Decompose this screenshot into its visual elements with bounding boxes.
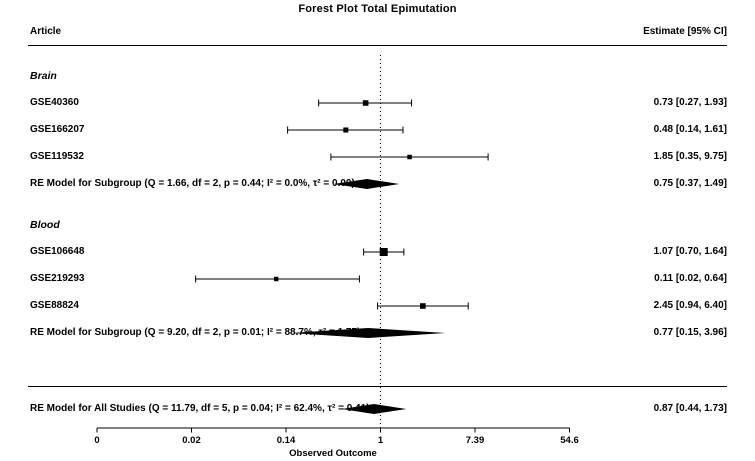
study-estimate: 1.07 [0.70, 1.64] xyxy=(653,246,727,257)
column-header-estimate: Estimate [95% CI] xyxy=(643,26,727,37)
chart-title: Forest Plot Total Epimutation xyxy=(298,3,457,15)
x-axis-tick-label: 1 xyxy=(377,435,384,446)
study-label: GSE219293 xyxy=(30,273,85,284)
estimate-square xyxy=(379,248,388,256)
x-axis-tick-label: 54.6 xyxy=(560,435,579,446)
study-label: GSE106648 xyxy=(30,246,85,257)
x-axis-tick-label: 7.39 xyxy=(465,435,485,446)
column-header-article: Article xyxy=(30,26,62,37)
section-rule xyxy=(28,386,727,387)
summary-label: RE Model for Subgroup (Q = 9.20, df = 2,… xyxy=(30,327,361,338)
estimate-square xyxy=(343,127,349,133)
estimate-square xyxy=(407,154,412,160)
summary-estimate: 0.77 [0.15, 3.96] xyxy=(653,327,727,338)
study-label: GSE40360 xyxy=(30,97,79,108)
estimate-square xyxy=(273,276,279,282)
header-rule xyxy=(28,45,727,46)
study-estimate: 0.11 [0.02, 0.64] xyxy=(654,273,727,284)
summary-estimate: 0.75 [0.37, 1.49] xyxy=(653,178,727,189)
x-axis-tick-label: 0.14 xyxy=(276,435,296,446)
x-axis-tick-label: 0 xyxy=(94,435,100,446)
summary-diamond xyxy=(333,179,400,189)
study-estimate: 1.85 [0.35, 9.75] xyxy=(653,151,727,162)
study-label: GSE119532 xyxy=(30,151,84,162)
summary-label: RE Model for All Studies (Q = 11.79, df … xyxy=(30,403,370,414)
group-label: Blood xyxy=(30,219,60,231)
x-axis-label: Observed Outcome xyxy=(289,448,377,459)
study-estimate: 2.45 [0.94, 6.40] xyxy=(653,300,727,311)
study-estimate: 0.48 [0.14, 1.61] xyxy=(653,124,727,135)
summary-diamond xyxy=(290,328,446,338)
group-label: Brain xyxy=(30,70,57,82)
estimate-square xyxy=(362,100,369,106)
summary-estimate: 0.87 [0.44, 1.73] xyxy=(653,403,727,414)
x-axis-tick-label: 0.02 xyxy=(182,435,201,446)
estimate-square xyxy=(420,303,426,309)
summary-diamond xyxy=(341,404,407,414)
study-label: GSE166207 xyxy=(30,124,85,135)
summary-label: RE Model for Subgroup (Q = 1.66, df = 2,… xyxy=(30,178,355,189)
study-estimate: 0.73 [0.27, 1.93] xyxy=(653,97,727,108)
study-label: GSE88824 xyxy=(30,300,79,311)
